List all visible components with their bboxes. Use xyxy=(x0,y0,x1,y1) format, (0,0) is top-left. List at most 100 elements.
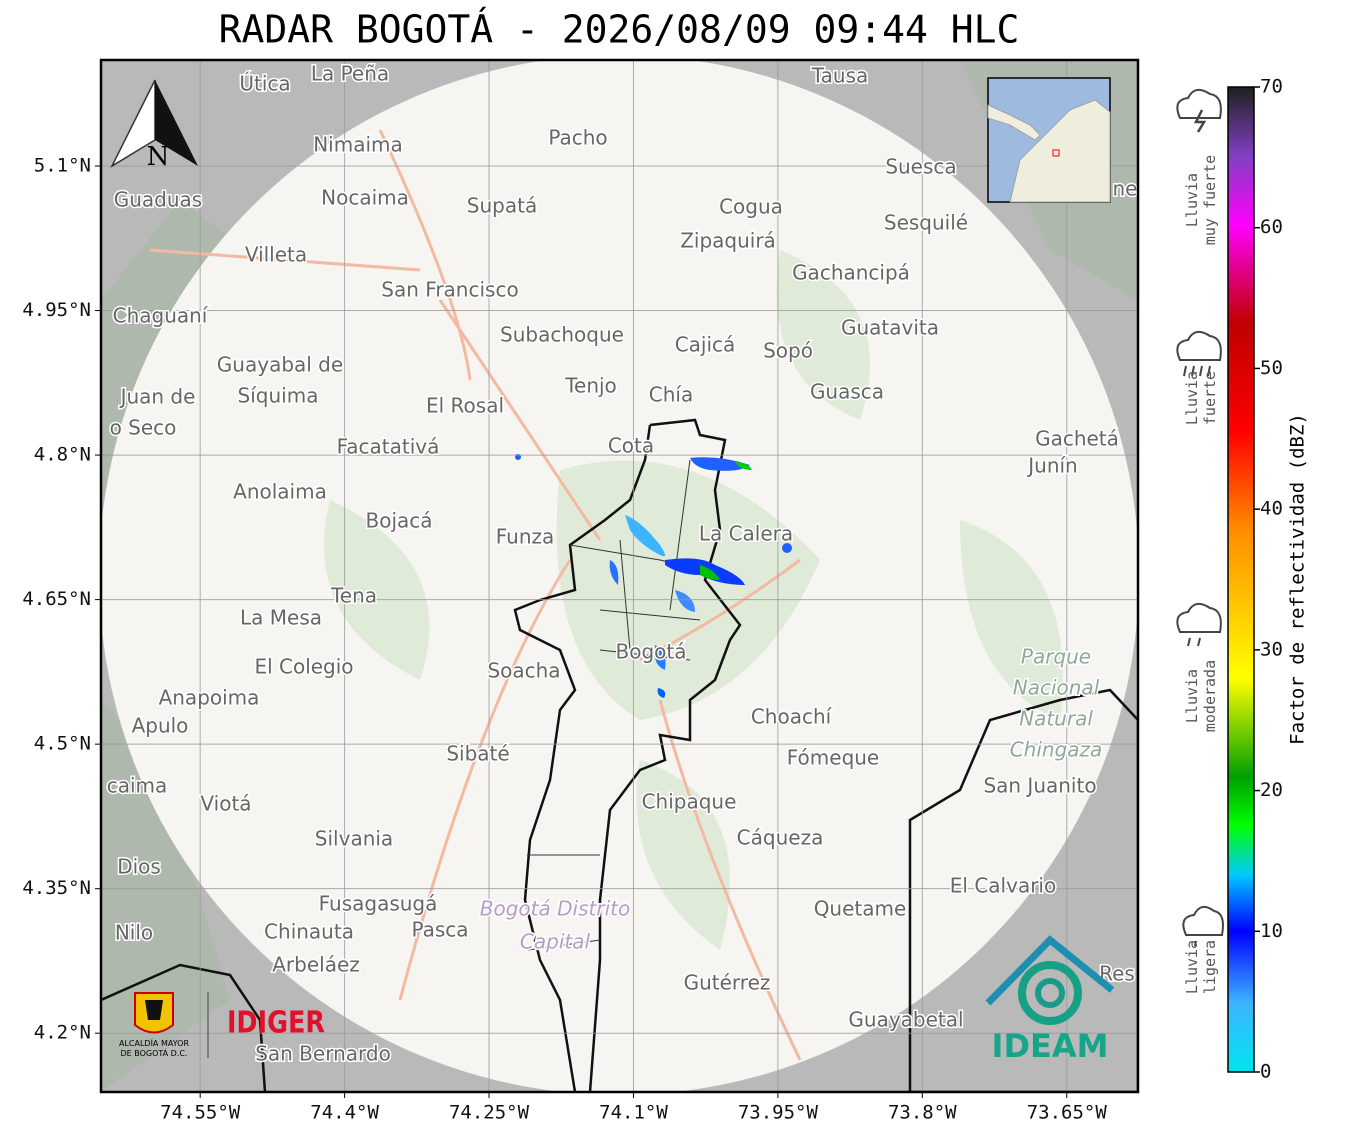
x-tick-label: 74.4°W xyxy=(310,1102,379,1124)
y-tick-label: 4.95°N xyxy=(22,299,91,321)
place-label: Anapoima xyxy=(159,686,260,710)
place-label: Bogotá xyxy=(616,640,687,664)
rain-label: fuerte xyxy=(1201,371,1219,425)
alcaldia-logo: ALCALDÍA MAYOR DE BOGOTÁ D.C. xyxy=(119,992,209,1058)
place-label: La Peña xyxy=(311,62,389,86)
roads xyxy=(149,129,802,1061)
colorbar-tick-label: 20 xyxy=(1260,779,1283,801)
colorbar-tick-label: 0 xyxy=(1260,1061,1271,1083)
place-label: Útica xyxy=(239,72,290,96)
place-label: Tausa xyxy=(811,64,869,88)
colorbar-tick-label: 30 xyxy=(1260,638,1283,660)
place-label: Guayabal de xyxy=(217,353,343,377)
place-label: Anolaima xyxy=(233,480,327,504)
localities xyxy=(527,459,701,951)
place-label: Subachoque xyxy=(500,323,624,347)
place-label: Fómeque xyxy=(787,746,880,770)
place-label: Parque xyxy=(1021,645,1091,669)
place-label: Guatavita xyxy=(841,316,939,340)
place-label: Quetame xyxy=(814,897,907,921)
y-tick-label: 4.65°N xyxy=(22,588,91,610)
place-label: Chinauta xyxy=(264,920,354,944)
place-label: Arbeláez xyxy=(272,953,360,977)
place-label: Villeta xyxy=(245,243,307,267)
place-label: Silvania xyxy=(315,827,393,851)
place-label: Pasca xyxy=(411,918,468,942)
place-label: Bojacá xyxy=(365,509,432,533)
x-tick-label: 74.1°W xyxy=(599,1102,668,1124)
north-label: N xyxy=(147,142,170,172)
y-tick-label: 4.8°N xyxy=(34,444,91,466)
department-boundary xyxy=(908,688,1138,1092)
place-label: San Bernardo xyxy=(255,1042,391,1066)
place-label: Funza xyxy=(496,525,555,549)
place-label: San Francisco xyxy=(381,278,518,302)
place-label: o Seco xyxy=(110,416,177,440)
radar-echoes xyxy=(515,454,792,698)
place-label: Chingaza xyxy=(1010,738,1103,762)
place-label: Supatá xyxy=(467,194,537,218)
place-label: Soacha xyxy=(487,659,560,683)
place-label: Zipaquirá xyxy=(680,229,776,253)
place-label: Junín xyxy=(1026,454,1077,478)
place-label: La Calera xyxy=(699,522,793,546)
x-tick-label: 73.65°W xyxy=(1027,1102,1108,1124)
place-label: Capital xyxy=(520,930,591,954)
place-label: Nimaima xyxy=(313,133,403,157)
place-label: Apulo xyxy=(132,714,189,738)
place-label: Chía xyxy=(649,383,693,407)
place-label: Cajicá xyxy=(675,333,736,357)
place-label: Gachancipá xyxy=(792,261,910,285)
inset-map xyxy=(987,77,1111,203)
idiger-logo: IDIGER xyxy=(227,1005,325,1041)
place-label: El Colegio xyxy=(254,655,353,679)
place-label: El Calvario xyxy=(950,874,1056,898)
y-tick-label: 5.1°N xyxy=(34,154,91,176)
place-label: Gachetá xyxy=(1035,427,1119,451)
x-tick-label: 73.8°W xyxy=(888,1102,957,1124)
rain-icon xyxy=(1176,88,1224,947)
rain-label: Lluvia xyxy=(1183,669,1201,723)
place-label: Guaduas xyxy=(114,188,202,212)
rain-label: moderada xyxy=(1201,660,1219,732)
place-label: Nilo xyxy=(115,921,153,945)
map-frame xyxy=(99,58,1140,1094)
colorbar-tick-label: 60 xyxy=(1260,216,1283,238)
place-label: Tenjo xyxy=(564,374,617,398)
y-tick-label: 4.2°N xyxy=(34,1022,91,1044)
place-label: Pacho xyxy=(548,126,607,150)
ideam-text: IDEAM xyxy=(992,1027,1109,1065)
place-label: Guayabetal xyxy=(848,1008,963,1032)
x-tick-label: 73.95°W xyxy=(738,1102,819,1124)
rain-label: Lluvia xyxy=(1183,371,1201,425)
ideam-logo: IDEAM xyxy=(985,935,1115,1065)
place-label: El Rosal xyxy=(426,394,504,418)
axis-labels: 74.55°W 74.4°W 74.25°W 74.1°W 73.95°W 73.8°W 7… xyxy=(22,154,1107,1123)
colorbar xyxy=(1227,86,1255,1073)
title: RADAR BOGOTÁ - 2026/08/09 09:44 HLC xyxy=(219,8,1020,52)
place-label: Tena xyxy=(330,584,377,608)
x-tick-label: 74.25°W xyxy=(449,1102,530,1124)
place-label: Viotá xyxy=(200,792,251,816)
rain-label: ligera xyxy=(1201,940,1219,994)
place-label: Cáqueza xyxy=(737,826,824,850)
colorbar-tick-label: 10 xyxy=(1260,920,1283,942)
place-label: Nocaima xyxy=(321,186,409,210)
place-label: Síquima xyxy=(238,384,319,408)
place-label: Suesca xyxy=(885,155,956,179)
place-label: Bogotá Distrito xyxy=(480,897,630,921)
place-label: ne xyxy=(1113,177,1138,201)
bogota-boundary xyxy=(513,418,742,1092)
place-label: Sesquilé xyxy=(884,211,968,235)
place-label: caima xyxy=(107,774,168,798)
rain-label: Lluvia xyxy=(1183,940,1201,994)
logo-text: ALCALDÍA MAYOR xyxy=(119,1037,189,1048)
colorbar-tick-label: 50 xyxy=(1260,357,1283,379)
place-label: La Mesa xyxy=(240,606,322,630)
place-label: Chaguaní xyxy=(113,304,209,328)
logo-text: DE BOGOTÁ D.C. xyxy=(120,1047,187,1058)
y-tick-label: 4.35°N xyxy=(22,877,91,899)
place-label: Nacional xyxy=(1013,676,1100,700)
colorbar-ticks: 0 10 20 30 40 50 60 70 xyxy=(1254,76,1283,1083)
